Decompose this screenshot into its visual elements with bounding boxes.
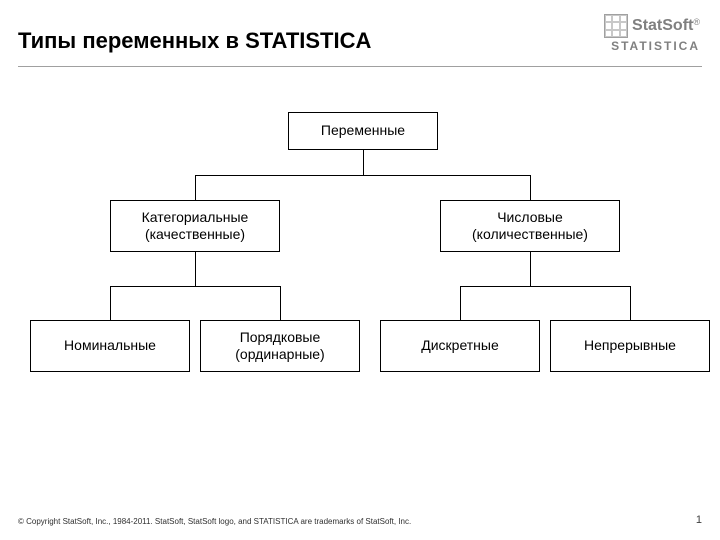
logo-brand: StatSoft [632,17,693,34]
logo: StatSoft® STATISTICA [604,14,700,53]
node-nominal-label: Номинальные [64,337,156,355]
node-numeric: Числовые (количественные) [440,200,620,252]
logo-tm: ® [693,17,700,27]
node-categorical-label2: (качественные) [145,226,245,244]
node-categorical: Категориальные (качественные) [110,200,280,252]
logo-sub: STATISTICA [604,39,700,53]
node-numeric-label1: Числовые [497,209,563,227]
node-numeric-label2: (количественные) [472,226,588,244]
node-nominal: Номинальные [30,320,190,372]
footer: © Copyright StatSoft, Inc., 1984-2011. S… [18,514,702,526]
node-discrete-label: Дискретные [421,337,499,355]
slide-number: 1 [696,514,702,526]
node-discrete: Дискретные [380,320,540,372]
node-ordinal-label1: Порядковые [240,329,321,347]
page-title: Типы переменных в STATISTICA [18,28,371,54]
node-ordinal-label2: (ординарные) [235,346,324,364]
copyright-text: © Copyright StatSoft, Inc., 1984-2011. S… [18,517,411,526]
node-continuous: Непрерывные [550,320,710,372]
node-continuous-label: Непрерывные [584,337,676,355]
logo-grid-icon [604,14,628,38]
header-divider [18,66,702,67]
node-categorical-label1: Категориальные [142,209,249,227]
node-root-label: Переменные [321,122,405,140]
node-ordinal: Порядковые (ординарные) [200,320,360,372]
node-root: Переменные [288,112,438,150]
